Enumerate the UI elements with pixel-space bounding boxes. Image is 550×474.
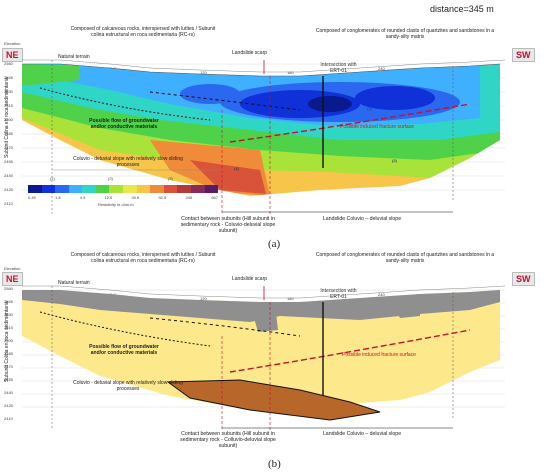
- y-tick: 2485: [4, 131, 13, 136]
- resistivity-section-a: [22, 59, 506, 215]
- y-tick: 2470: [4, 364, 13, 369]
- legend-colorbar: [28, 185, 219, 193]
- legend-swatch: [68, 185, 83, 193]
- y-tick: 2455: [4, 377, 13, 382]
- y-tick: 2515: [4, 103, 13, 108]
- elevation-label: Elevation: [4, 41, 21, 46]
- panel-label: (a): [268, 238, 281, 250]
- distance-label: distance=345 m: [430, 4, 494, 14]
- legend-swatch: [163, 185, 178, 193]
- legend-swatch: [82, 185, 96, 193]
- y-tick: 2500: [4, 338, 13, 343]
- legend-tick: 0.45: [28, 195, 36, 200]
- groundwater-note: Possible flow of groundwater and/or cond…: [89, 118, 159, 130]
- landslide-note: Landslide Coluvio – deluvial slope: [322, 216, 402, 222]
- x-tick: 120: [200, 296, 207, 301]
- fracture-note: Possible induced fracture surface: [340, 124, 414, 130]
- y-tick: 2425: [4, 403, 13, 408]
- conglomerates-note: Composed of conglomerates of rounded cla…: [315, 252, 495, 264]
- contact-note: Contact between subunits (Hill subunit i…: [180, 431, 276, 450]
- y-tick: 2485: [4, 351, 13, 356]
- y-tick: 2560: [4, 61, 13, 66]
- legend-swatch: [204, 185, 219, 193]
- x-tick: 180: [287, 296, 294, 301]
- y-tick: 2500: [4, 117, 13, 122]
- legend-unit: (3): [168, 176, 173, 181]
- unit-label: (3): [234, 166, 239, 171]
- intersection-label: Intersection with ERT-01: [320, 288, 357, 300]
- x-tick: 180: [287, 70, 294, 75]
- legend-tick: 4.9: [79, 195, 86, 200]
- panel-label: (b): [268, 458, 281, 470]
- legend-label: Resistivity in ohm.m: [98, 202, 134, 207]
- x-tick: 240: [378, 292, 385, 297]
- ne-label: NE: [2, 48, 23, 62]
- y-tick: 2425: [4, 187, 13, 192]
- natural-terrain-label: Natural terrain: [58, 280, 90, 286]
- y-tick: 2410: [4, 201, 13, 206]
- legend-swatch: [109, 185, 124, 193]
- y-tick: 2410: [4, 416, 13, 421]
- legend-swatch: [177, 185, 191, 193]
- legend-swatch: [28, 185, 42, 193]
- legend-tick: 12.0: [104, 195, 113, 200]
- legend-tick: 92.5: [158, 195, 167, 200]
- ne-label: NE: [2, 272, 23, 286]
- x-tick: 120: [200, 70, 207, 75]
- coluvio-slow-note: Coluvio - deluvial slope with relatively…: [73, 156, 183, 168]
- y-tick: 2440: [4, 173, 13, 178]
- y-tick: 2440: [4, 390, 13, 395]
- legend-swatch: [123, 185, 137, 193]
- legend-tick: 30.6: [131, 195, 140, 200]
- y-tick: 2530: [4, 89, 13, 94]
- legend-swatch: [41, 185, 56, 193]
- landslide-scarp-label: Landslide scarp: [232, 276, 268, 282]
- calcareous-note: Composed of calcareous rocks, interspers…: [70, 26, 216, 38]
- fracture-note: Possible induced fracture surface: [342, 352, 416, 358]
- y-tick: 2560: [4, 286, 13, 291]
- natural-terrain-label: Natural terrain: [58, 54, 90, 60]
- legend-swatch: [95, 185, 110, 193]
- landslide-scarp-label: Landslide scarp: [232, 50, 268, 56]
- conglomerates-note: Composed of conglomerates of rounded cla…: [315, 28, 495, 40]
- landslide-note: Landslide Coluvio – deluvial slope: [322, 431, 402, 437]
- groundwater-note: Possible flow of groundwater and/or cond…: [89, 344, 159, 356]
- y-tick: 2545: [4, 75, 13, 80]
- contact-note: Contact between subunits (Hill subunit i…: [180, 216, 276, 235]
- legend-tick: 245: [185, 195, 193, 200]
- y-tick: 2530: [4, 312, 13, 317]
- y-tick: 2455: [4, 159, 13, 164]
- x-tick: 240: [378, 66, 385, 71]
- legend-swatch: [136, 185, 151, 193]
- legend-unit: (1): [50, 176, 55, 181]
- legend-tick: 1.8: [54, 195, 61, 200]
- y-tick: 2470: [4, 145, 13, 150]
- calcareous-note: Composed of calcareous rocks, interspers…: [70, 252, 216, 264]
- sw-label: SW: [512, 272, 535, 286]
- elevation-label: Elevation: [4, 266, 21, 271]
- resistivity-legend: (1) (2) (3) 0.45 1.8 4.9 12.0 30.6 92.5 …: [28, 176, 219, 216]
- legend-tick: 667: [211, 195, 218, 200]
- unit-label: (2): [392, 158, 397, 163]
- y-tick: 2545: [4, 299, 13, 304]
- sw-label: SW: [512, 48, 535, 62]
- legend-swatch: [150, 185, 164, 193]
- y-tick: 2515: [4, 325, 13, 330]
- coluvio-slow-note: Coluvio - deluvial slope with relatively…: [73, 380, 183, 392]
- unit-label: (1): [367, 106, 372, 111]
- legend-swatch: [190, 185, 205, 193]
- legend-unit: (2): [108, 176, 113, 181]
- intersection-label: Intersection with ERT-01: [320, 62, 357, 74]
- legend-swatch: [55, 185, 69, 193]
